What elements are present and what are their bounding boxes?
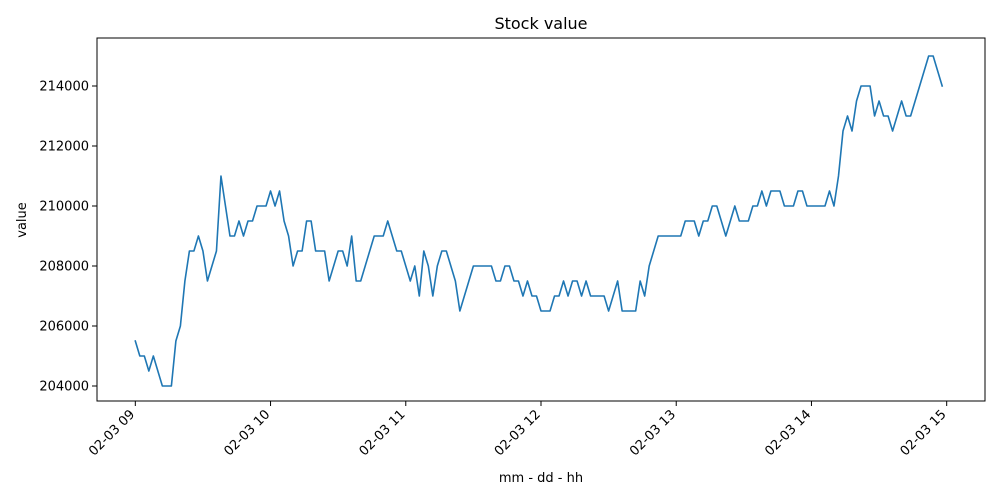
- y-tick-label: 208000: [39, 260, 89, 275]
- y-tick-label: 212000: [39, 140, 89, 155]
- y-tick-label: 204000: [39, 380, 89, 395]
- y-tick-label: 214000: [39, 80, 89, 95]
- y-axis: 204000 206000 208000 210000 212000 214000: [39, 80, 97, 395]
- x-axis-label: mm - dd - hh: [499, 471, 583, 486]
- chart-title: Stock value: [494, 14, 587, 33]
- y-tick-label: 210000: [39, 200, 89, 215]
- y-tick-label: 206000: [39, 320, 89, 335]
- series-line: [134, 55, 944, 387]
- y-axis-label: value: [15, 202, 30, 238]
